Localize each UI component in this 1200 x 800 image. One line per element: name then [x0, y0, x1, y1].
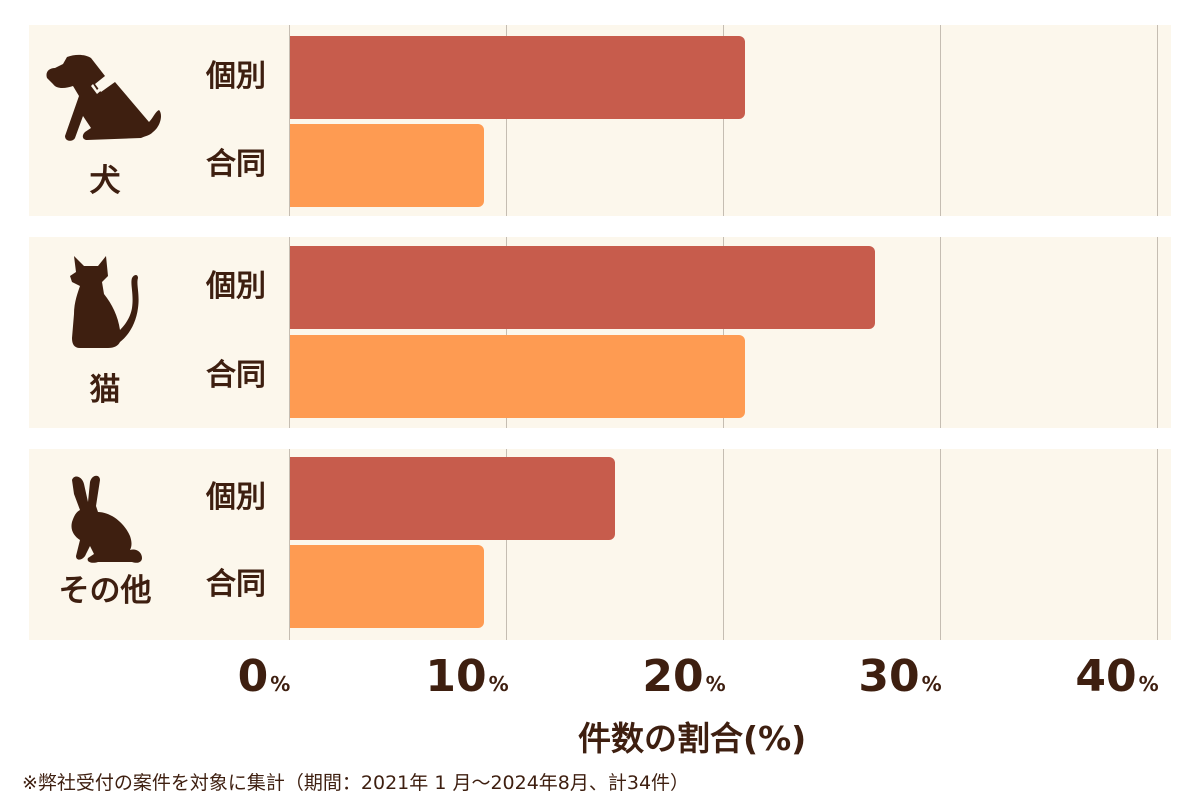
rabbit-icon [71, 475, 142, 563]
x-tick-0: 0% [238, 655, 291, 699]
bar-label-cat-individual: 個別 [206, 269, 266, 304]
category-label-dog: 犬 [89, 163, 121, 199]
tick-unit: % [270, 672, 291, 696]
x-tick-20: 20% [642, 655, 725, 699]
cat-icon [70, 256, 139, 348]
tick-number: 0 [237, 651, 269, 702]
gridline-20 [723, 25, 724, 216]
x-tick-30: 30% [858, 655, 941, 699]
bar-dog-individual [290, 36, 745, 119]
gridline-30 [940, 237, 941, 428]
x-tick-10: 10% [425, 655, 508, 699]
bar-other-joint [290, 545, 485, 628]
gridline-10 [506, 237, 507, 428]
gridline-10 [506, 449, 507, 640]
gridline-10 [506, 25, 507, 216]
gridline-0 [289, 25, 290, 216]
gridline-20 [723, 449, 724, 640]
gridline-40 [1157, 25, 1158, 216]
gridline-40 [1157, 237, 1158, 428]
x-axis-label: 件数の割合(%) [578, 719, 807, 758]
category-label-other: その他 [58, 573, 152, 609]
bar-cat-joint [290, 335, 745, 418]
bar-dog-joint [290, 124, 485, 207]
bar-label-dog-joint: 合同 [206, 147, 266, 182]
category-label-cat: 猫 [89, 372, 121, 408]
tick-number: 10 [425, 651, 487, 702]
dog-icon [46, 54, 162, 141]
gridline-40 [1157, 449, 1158, 640]
bar-label-dog-individual: 個別 [206, 59, 266, 94]
gridline-30 [940, 25, 941, 216]
gridline-20 [723, 237, 724, 428]
bar-other-individual [290, 457, 615, 540]
tick-unit: % [1138, 672, 1159, 696]
footnote: ※弊社受付の案件を対象に集計（期間：2021年 1 月～2024年8月、計34件… [22, 772, 690, 794]
tick-unit: % [921, 672, 942, 696]
tick-unit: % [705, 672, 726, 696]
tick-number: 20 [642, 651, 704, 702]
gridline-30 [940, 449, 941, 640]
bar-label-other-joint: 合同 [206, 567, 266, 602]
bar-cat-individual [290, 246, 875, 329]
tick-number: 30 [858, 651, 920, 702]
bar-label-other-individual: 個別 [206, 480, 266, 515]
gridline-0 [289, 449, 290, 640]
gridline-0 [289, 237, 290, 428]
bar-label-cat-joint: 合同 [206, 358, 266, 393]
x-tick-40: 40% [1075, 655, 1158, 699]
tick-number: 40 [1075, 651, 1137, 702]
tick-unit: % [488, 672, 509, 696]
